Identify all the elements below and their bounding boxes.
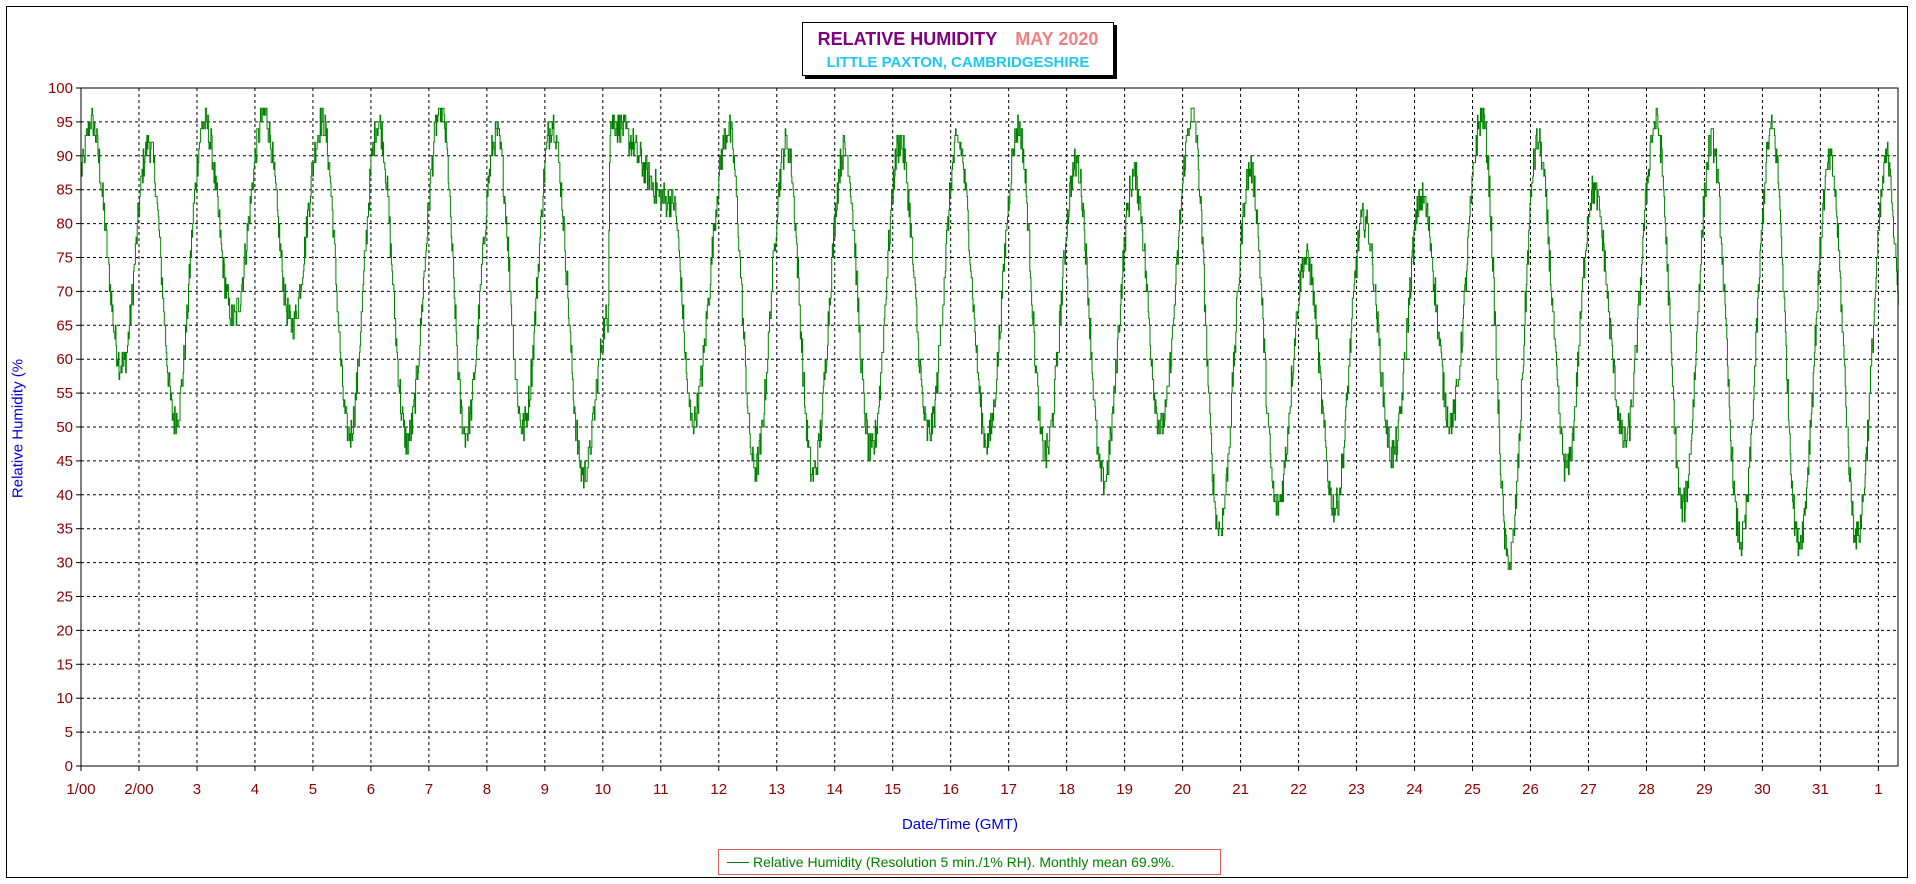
x-tick-label: 17 xyxy=(1000,781,1017,798)
y-tick-label: 15 xyxy=(56,656,73,673)
x-tick-label: 26 xyxy=(1522,781,1539,798)
y-tick-label: 60 xyxy=(56,351,73,368)
x-tick-label: 5 xyxy=(309,781,317,798)
x-tick-label: 22 xyxy=(1290,781,1307,798)
x-tick-label: 15 xyxy=(884,781,901,798)
x-tick-label: 9 xyxy=(541,781,549,798)
x-tick-label: 1 xyxy=(1874,781,1882,798)
y-tick-label: 10 xyxy=(56,690,73,707)
x-tick-label: 11 xyxy=(653,781,669,798)
y-tick-label: 70 xyxy=(56,283,73,300)
chart-subtitle: LITTLE PAXTON, CAMBRIDGESHIRE xyxy=(826,54,1090,71)
x-tick-label: 12 xyxy=(710,781,727,798)
y-tick-label: 25 xyxy=(56,589,73,606)
y-tick-labels: 0 5 10 15 20 25 30 35 40 45 50 55 60 65 70 75 80 85 90 95 10… xyxy=(48,80,73,775)
x-tick-label: 3 xyxy=(193,781,201,798)
chart-frame xyxy=(6,6,1908,878)
y-tick-label: 100 xyxy=(48,80,73,97)
x-tick-label: 6 xyxy=(367,781,375,798)
x-tick-label: 20 xyxy=(1174,781,1191,798)
x-tick-label: 27 xyxy=(1580,781,1597,798)
y-tick-label: 75 xyxy=(56,250,73,267)
x-tick-label: 16 xyxy=(942,781,959,798)
x-axis-title: Date/Time (GMT) xyxy=(901,816,1019,833)
y-tick-label: 80 xyxy=(56,216,73,233)
x-tick-label: 8 xyxy=(483,781,491,798)
y-tick-label: 55 xyxy=(56,385,73,402)
y-tick-label: 50 xyxy=(56,419,73,436)
x-tick-label: 25 xyxy=(1464,781,1481,798)
x-tick-label: 14 xyxy=(826,781,843,798)
x-tick-label: 2/00 xyxy=(124,781,153,798)
x-tick-label: 30 xyxy=(1754,781,1771,798)
x-tick-label: 7 xyxy=(425,781,433,798)
y-tick-label: 85 xyxy=(56,182,73,199)
plot-area-border xyxy=(80,87,1899,767)
title-date: MAY 2020 xyxy=(1015,29,1099,49)
x-tick-label: 28 xyxy=(1638,781,1655,798)
y-tick-label: 0 xyxy=(65,758,73,775)
grid-lines xyxy=(76,87,1898,771)
legend-swatch xyxy=(727,862,749,863)
x-tick-label: 18 xyxy=(1058,781,1075,798)
x-tick-label: 1/00 xyxy=(66,781,95,798)
x-tick-label: 31 xyxy=(1812,781,1829,798)
x-tick-label: 29 xyxy=(1696,781,1713,798)
y-tick-label: 40 xyxy=(56,487,73,504)
y-tick-label: 5 xyxy=(65,724,73,741)
x-tick-labels: 1/00 2/00 3 4 5 6 7 8 9 10 11 12 13 14 15 16 17 18 19 20 21 2… xyxy=(66,781,1882,798)
x-tick-label: 24 xyxy=(1406,781,1423,798)
y-tick-label: 65 xyxy=(56,317,73,334)
x-tick-label: 19 xyxy=(1116,781,1133,798)
y-tick-label: 90 xyxy=(56,148,73,165)
title-text: RELATIVE HUMIDITY xyxy=(817,29,998,49)
y-tick-label: 45 xyxy=(56,453,73,470)
y-tick-label: 95 xyxy=(56,114,73,131)
humidity-series-line xyxy=(81,107,1899,570)
x-tick-label: 23 xyxy=(1348,781,1365,798)
x-tick-label: 10 xyxy=(594,781,611,798)
x-tick-label: 21 xyxy=(1232,781,1249,798)
legend-entry: Relative Humidity (Resolution 5 min./1% … xyxy=(753,854,1175,870)
legend: Relative Humidity (Resolution 5 min./1% … xyxy=(718,849,1221,875)
y-tick-label: 20 xyxy=(56,622,73,639)
x-tick-label: 4 xyxy=(251,781,259,798)
chart-title: RELATIVE HUMIDITY MAY 2020 xyxy=(803,29,1113,50)
y-tick-label: 35 xyxy=(56,521,73,538)
y-axis-title: Relative Humidity (% xyxy=(9,358,27,499)
y-tick-label: 30 xyxy=(56,555,73,572)
chart-title-box: RELATIVE HUMIDITY MAY 2020 LITTLE PAXTON,… xyxy=(802,22,1114,76)
x-tick-label: 13 xyxy=(768,781,785,798)
